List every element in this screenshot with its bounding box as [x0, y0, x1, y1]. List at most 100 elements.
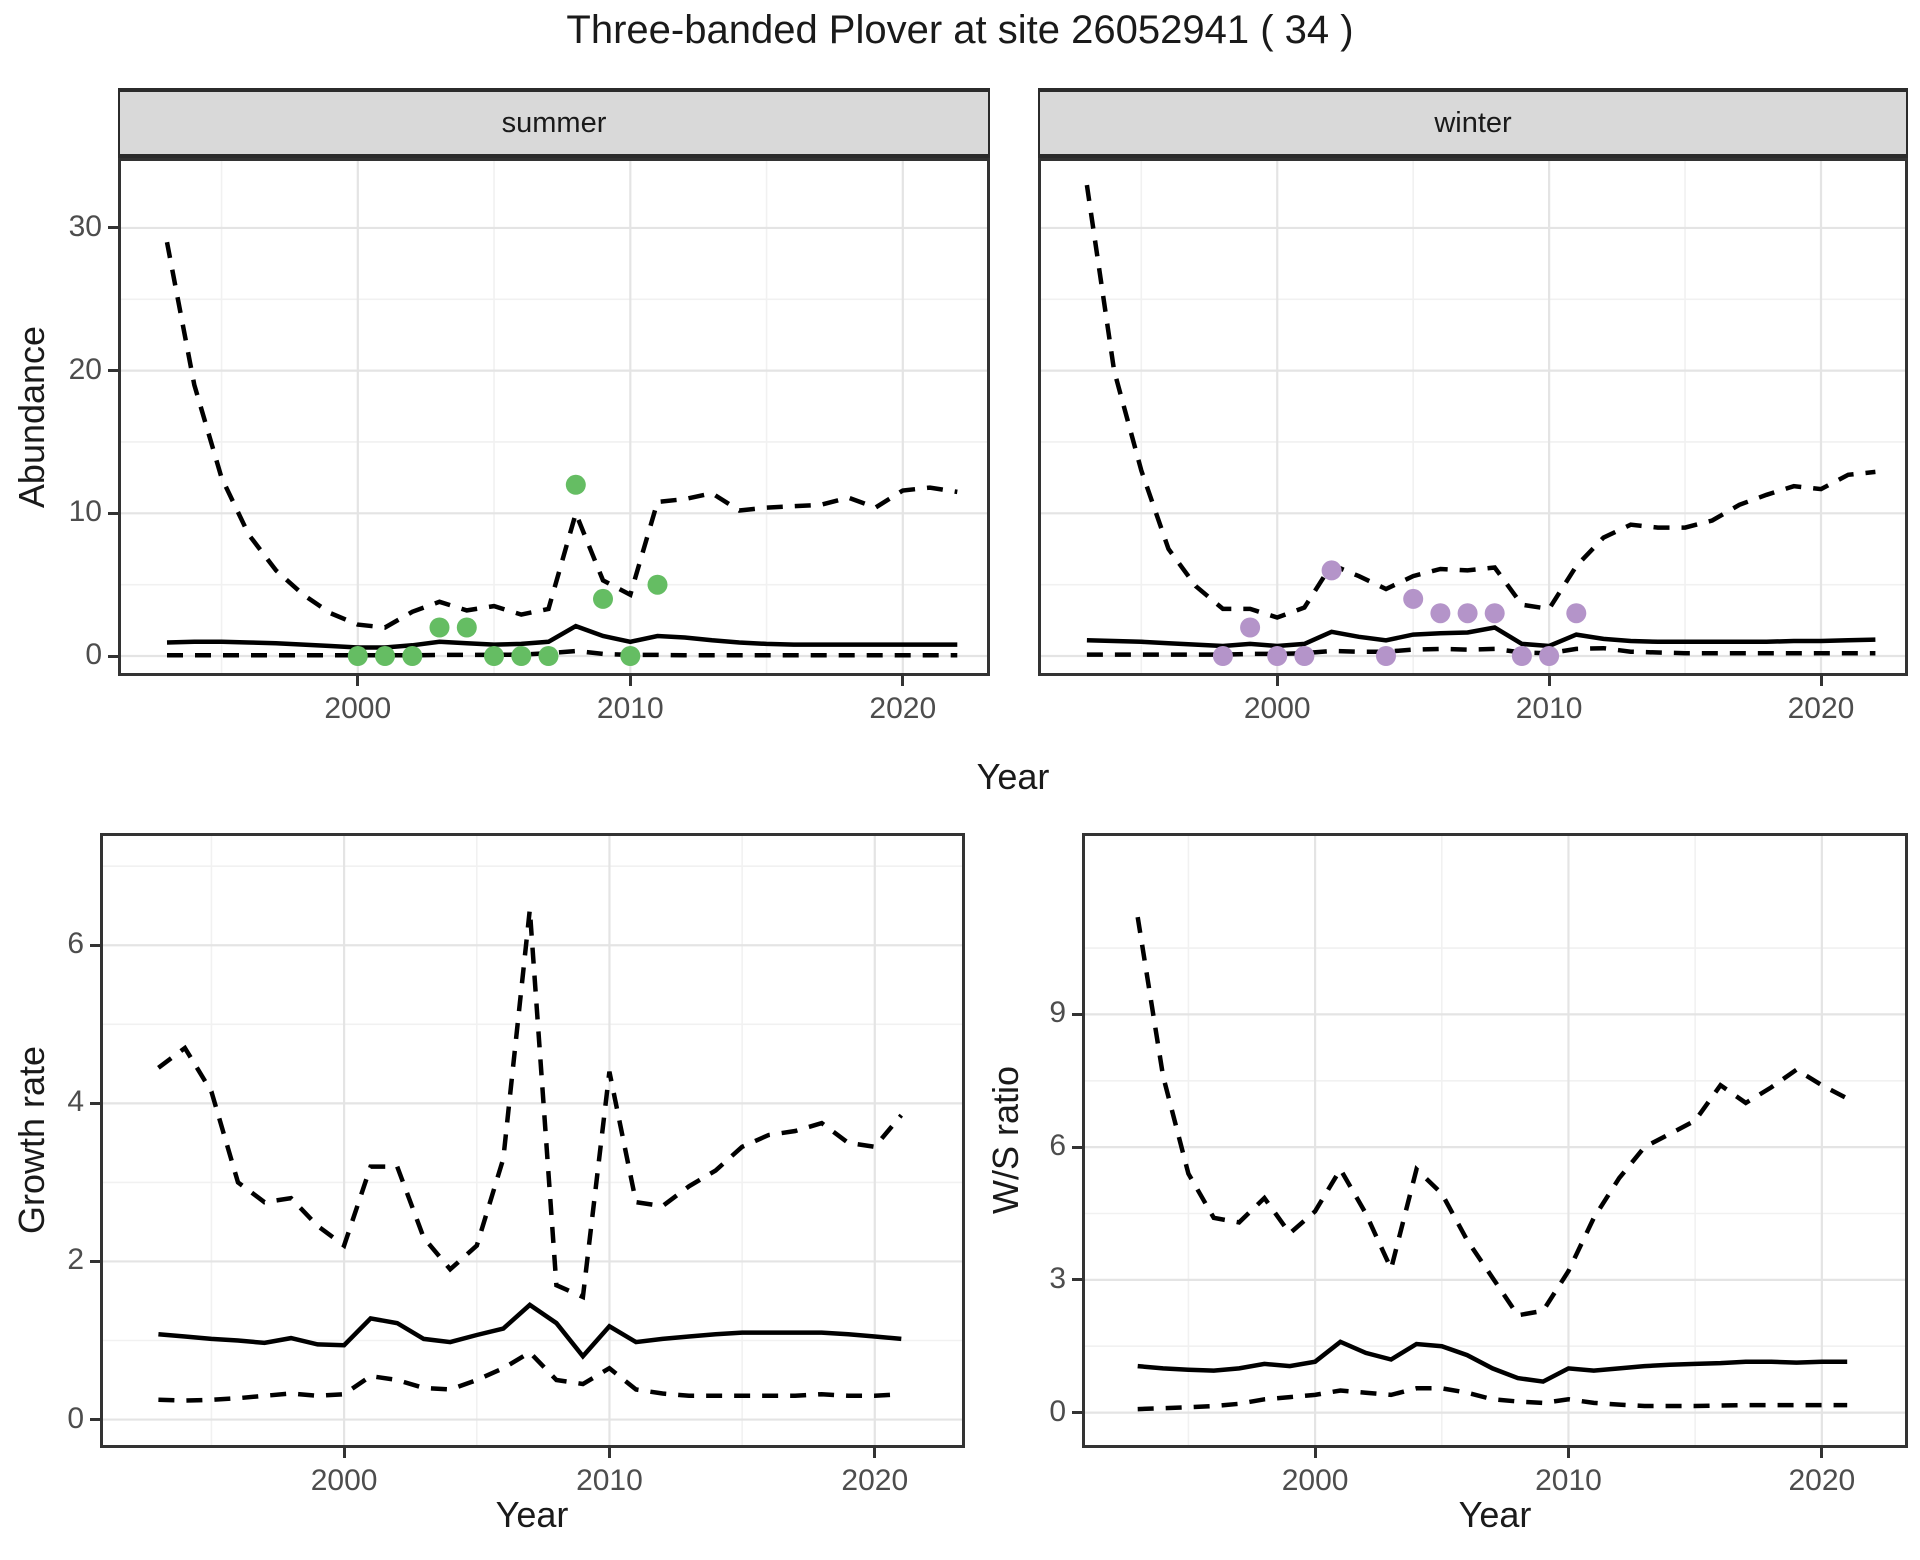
panel-growth_rate [100, 833, 965, 1448]
observed-summer-counts-point [429, 617, 450, 638]
y-tick-label: 3 [1049, 1261, 1066, 1295]
y-tick-mark [90, 1259, 100, 1263]
y-tick-mark [90, 1418, 100, 1422]
y-tick-mark [1072, 1145, 1082, 1149]
y-tick-mark [108, 511, 118, 515]
series-median [1086, 625, 1876, 649]
observed-summer-counts-point [402, 646, 423, 666]
facet-strip-winter: winter [1038, 88, 1908, 158]
x-tick-mark [1313, 1448, 1317, 1458]
observed-summer-counts-point [375, 646, 395, 666]
observed-summer-counts-point [647, 574, 668, 595]
panel-abundance_winter [1038, 158, 1908, 676]
y-tick-mark [108, 226, 118, 230]
x-tick-mark [1275, 676, 1279, 686]
series-lower-95ci [167, 648, 958, 658]
observed-summer-counts-point [565, 474, 586, 495]
x-tick-label: 2020 [869, 692, 937, 725]
series-lower-95ci [1137, 1386, 1848, 1412]
facet-strip-summer: summer [118, 88, 990, 158]
observed-winter-counts-point [1212, 646, 1233, 666]
observed-summer-counts-point [484, 646, 504, 666]
observed-winter-counts-point [1403, 588, 1424, 609]
x-tick-mark [607, 1448, 611, 1458]
x-tick-mark [1566, 1448, 1570, 1458]
observed-winter-counts-point [1376, 646, 1396, 666]
y-tick-mark [1072, 1411, 1082, 1415]
y-tick-label: 30 [68, 209, 102, 243]
x-tick-label: 2010 [1515, 692, 1583, 725]
series-median [1137, 1339, 1848, 1384]
x-tick-label: 2000 [1281, 1464, 1349, 1497]
x-tick-mark [356, 676, 360, 686]
observed-winter-counts-point [1539, 646, 1560, 666]
observed-winter-counts-point [1267, 646, 1288, 666]
y-tick-label: 0 [85, 638, 102, 672]
panel-border [1038, 158, 1908, 676]
panel-border [1082, 833, 1908, 1448]
x-tick-label: 2000 [1243, 692, 1311, 725]
observed-winter-counts-point [1457, 603, 1478, 624]
x-tick-mark [1819, 676, 1823, 686]
observed-winter-counts-point [1484, 603, 1505, 624]
facet-strip-summer-label: summer [501, 106, 607, 139]
y-tick-label: 10 [68, 495, 102, 529]
x-tick-label: 2020 [1787, 692, 1855, 725]
y-tick-label: 6 [1049, 1129, 1066, 1163]
panel-abundance_summer [118, 158, 990, 676]
series-median [166, 623, 958, 650]
x-tick-mark [901, 676, 905, 686]
y-tick-label: 4 [67, 1085, 84, 1119]
y-tick-mark [108, 654, 118, 658]
x-tick-label: 2000 [324, 692, 392, 725]
x-tick-label: 2010 [1535, 1464, 1602, 1497]
observed-summer-counts-point [620, 646, 641, 666]
observed-summer-counts-point [511, 646, 532, 666]
observed-winter-counts-point [1321, 560, 1342, 581]
y-tick-label: 0 [1049, 1394, 1066, 1428]
panel-ws_ratio [1082, 833, 1908, 1448]
x-tick-label: 2020 [1788, 1464, 1856, 1497]
observed-summer-counts-point [593, 588, 613, 609]
observed-winter-counts-point [1430, 603, 1451, 624]
x-tick-label: 2010 [576, 1464, 643, 1497]
observed-summer-counts-point [456, 617, 477, 638]
x-axis-title-year-growth: Year [495, 1494, 569, 1535]
y-tick-mark [1072, 1012, 1082, 1016]
plot-title: Three-banded Plover at site 26052941 ( 3… [566, 8, 1354, 52]
y-tick-label: 6 [67, 927, 84, 961]
y-tick-label: 20 [68, 352, 102, 386]
x-tick-label: 2000 [310, 1464, 378, 1497]
y-tick-label: 9 [1049, 996, 1066, 1030]
x-axis-title-year-ws: Year [1458, 1494, 1532, 1535]
y-tick-label: 0 [67, 1401, 84, 1435]
x-axis-title-year-top: Year [976, 756, 1050, 797]
series-median [158, 1302, 902, 1360]
x-tick-mark [873, 1448, 877, 1458]
x-tick-mark [1820, 1448, 1824, 1458]
series-upper-95ci [1084, 184, 1876, 620]
x-tick-mark [1547, 676, 1551, 686]
x-tick-label: 2020 [841, 1464, 909, 1497]
y-tick-mark [108, 369, 118, 373]
x-tick-mark [342, 1448, 346, 1458]
series-upper-95ci [1135, 916, 1849, 1318]
observed-summer-counts-point [347, 646, 368, 666]
series-lower-95ci [158, 1349, 902, 1403]
series-lower-95ci [1086, 645, 1876, 657]
observed-winter-counts-point [1511, 646, 1532, 666]
y-tick-mark [1072, 1278, 1082, 1282]
x-tick-mark [628, 676, 632, 686]
panel-border [118, 158, 990, 676]
series-upper-95ci [157, 909, 904, 1301]
observed-winter-counts-point [1566, 603, 1587, 624]
y-tick-mark [90, 1101, 100, 1105]
y-tick-mark [90, 943, 100, 947]
observed-winter-counts-point [1294, 646, 1315, 666]
series-upper-95ci [164, 241, 958, 630]
facet-strip-winter-label: winter [1434, 106, 1512, 139]
panel-border [100, 833, 965, 1448]
observed-summer-counts-point [538, 646, 559, 666]
observed-winter-counts-point [1240, 617, 1261, 638]
